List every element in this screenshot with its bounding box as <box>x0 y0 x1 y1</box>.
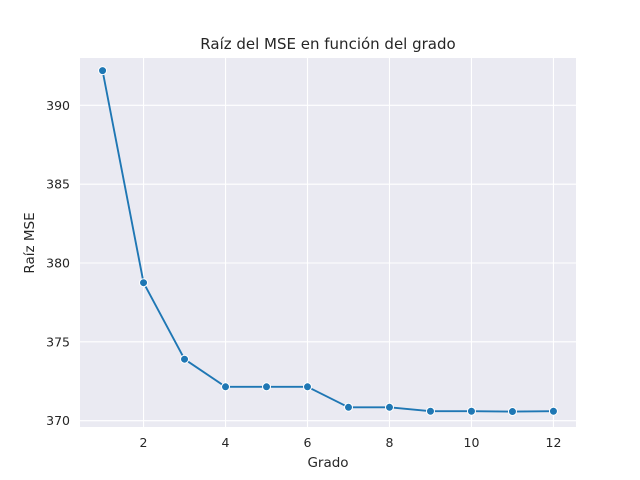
data-point <box>425 406 435 416</box>
grid <box>80 58 576 427</box>
data-point <box>303 382 313 392</box>
data-point <box>98 66 108 76</box>
x-tick-label: 8 <box>386 435 394 450</box>
data-point <box>507 407 517 417</box>
x-tick-label: 6 <box>304 435 312 450</box>
y-tick-label: 390 <box>46 98 70 113</box>
data-point <box>343 402 353 412</box>
data-point <box>139 278 149 288</box>
data-point <box>466 406 476 416</box>
chart-title: Raíz del MSE en función del grado <box>200 35 455 53</box>
tick-labels: 370 375 380 385 390 2 4 6 8 10 12 <box>46 98 561 450</box>
data-point <box>384 402 394 412</box>
y-tick-label: 375 <box>46 334 70 349</box>
y-tick-label: 385 <box>46 177 70 192</box>
series-layer <box>98 66 558 417</box>
data-point <box>221 382 231 392</box>
x-tick-label: 12 <box>546 435 562 450</box>
x-tick-label: 10 <box>464 435 480 450</box>
x-tick-label: 2 <box>140 435 148 450</box>
y-axis-label: Raíz MSE <box>22 212 38 273</box>
data-point <box>262 382 272 392</box>
series-line <box>101 70 554 413</box>
y-tick-label: 380 <box>46 256 70 271</box>
plot-background <box>80 58 576 427</box>
y-tick-label: 370 <box>46 413 70 428</box>
data-point <box>180 354 190 364</box>
x-tick-label: 4 <box>222 435 230 450</box>
x-axis-label: Grado <box>307 455 348 471</box>
data-point <box>548 406 558 416</box>
